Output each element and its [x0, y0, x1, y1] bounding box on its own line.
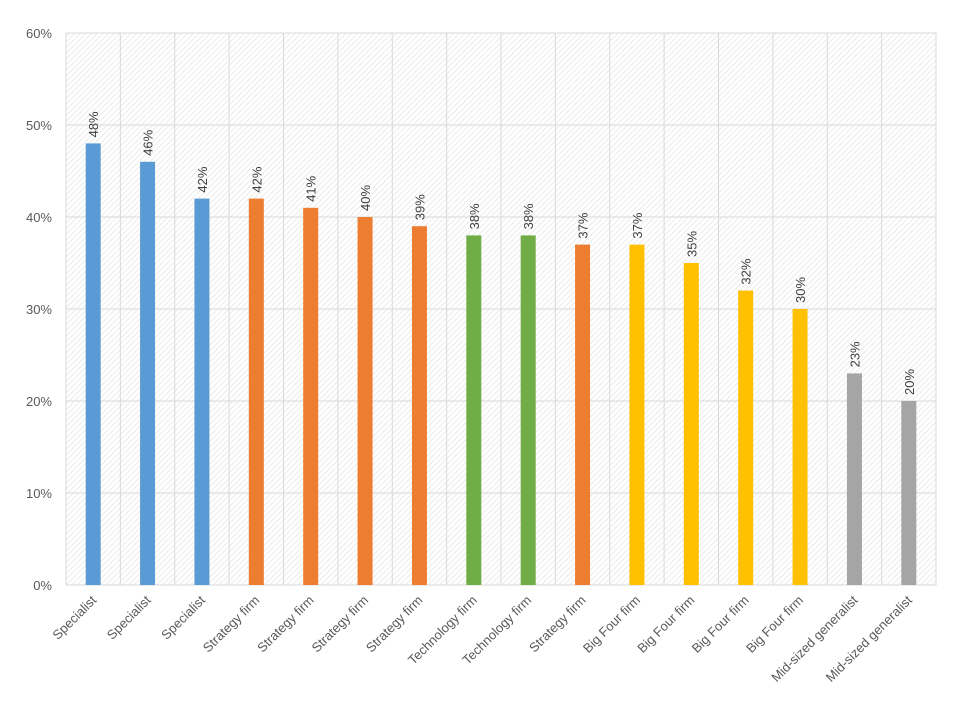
bar	[411, 226, 427, 585]
bar	[901, 401, 917, 585]
bar	[738, 290, 754, 585]
x-tick-label: Big Four firm	[689, 593, 752, 656]
data-label: 20%	[902, 369, 917, 395]
x-tick-label: Specialist	[158, 592, 208, 642]
y-tick-label: 20%	[26, 394, 52, 409]
y-tick-label: 40%	[26, 210, 52, 225]
bar	[85, 143, 101, 585]
bar	[303, 207, 319, 586]
bar	[466, 235, 482, 585]
x-tick-label: Specialist	[49, 592, 99, 642]
data-label: 39%	[412, 194, 427, 220]
data-label: 41%	[304, 175, 319, 201]
bar	[357, 217, 373, 585]
x-tick-label: Specialist	[104, 592, 154, 642]
x-tick-label: Big Four firm	[580, 593, 643, 656]
data-label: 42%	[249, 166, 264, 192]
data-label: 38%	[467, 203, 482, 229]
x-tick-label: Big Four firm	[634, 593, 697, 656]
x-tick-label: Strategy firm	[308, 593, 371, 656]
y-axis-ticks: 0% 10% 20% 30% 40% 50% 60%	[26, 26, 52, 593]
data-label: 37%	[576, 212, 591, 238]
data-label: 38%	[521, 203, 536, 229]
y-tick-label: 10%	[26, 486, 52, 501]
bar	[575, 244, 591, 585]
data-label: 30%	[793, 277, 808, 303]
data-label: 23%	[847, 341, 862, 367]
bar	[194, 198, 210, 585]
data-label: 40%	[358, 185, 373, 211]
data-label: 35%	[684, 231, 699, 257]
bar	[140, 161, 156, 586]
bar	[683, 263, 699, 585]
bar	[792, 309, 808, 585]
x-tick-label: Strategy firm	[254, 593, 317, 656]
data-label: 48%	[86, 111, 101, 137]
data-label: 37%	[630, 212, 645, 238]
y-tick-label: 0%	[33, 578, 52, 593]
data-label: 42%	[195, 166, 210, 192]
bar	[248, 198, 264, 585]
bar	[629, 244, 645, 585]
x-tick-label: Strategy firm	[200, 593, 263, 656]
bar	[520, 235, 536, 585]
gridlines	[66, 32, 936, 586]
bars	[85, 143, 917, 586]
data-labels: 48% 46% 42% 42% 41% 40% 39% 38% 38% 37% 37% 35% 32% 3…	[86, 111, 917, 395]
data-label: 32%	[739, 258, 754, 284]
y-tick-label: 50%	[26, 118, 52, 133]
y-tick-label: 30%	[26, 302, 52, 317]
data-label: 46%	[141, 129, 156, 155]
y-tick-label: 60%	[26, 26, 52, 41]
bar	[846, 373, 862, 585]
